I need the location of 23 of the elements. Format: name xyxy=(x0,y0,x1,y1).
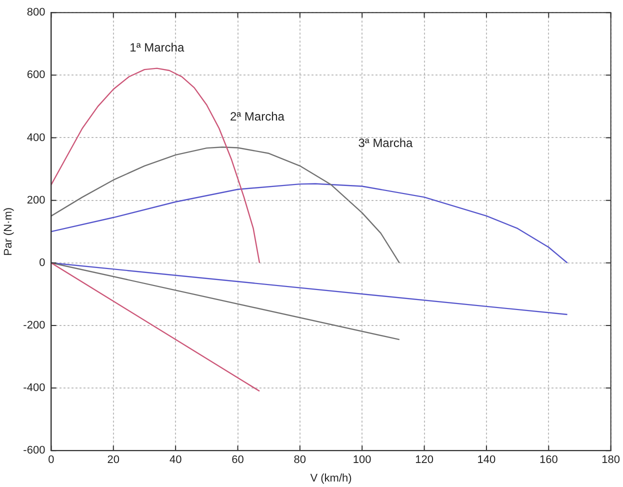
x-tick-label: 80 xyxy=(294,454,306,466)
y-tick-label: 200 xyxy=(26,194,46,206)
x-tick-label: 140 xyxy=(477,454,496,466)
x-axis-title: V (km/h) xyxy=(310,472,352,484)
x-tick-label: 60 xyxy=(232,454,244,466)
y-tick-label: -400 xyxy=(23,382,46,394)
annotation: 3ª Marcha xyxy=(358,136,414,150)
x-tick-label: 160 xyxy=(539,454,558,466)
y-axis-title: Par (N·m) xyxy=(2,207,15,256)
y-tick-label: -600 xyxy=(23,444,46,457)
x-tick-label: 120 xyxy=(415,454,434,466)
x-tick-label: 180 xyxy=(602,454,620,466)
x-tick-label: 20 xyxy=(107,454,120,466)
y-tick-label: 400 xyxy=(26,132,46,144)
annotation: 1ª Marcha xyxy=(130,40,184,55)
annotation: 2ª Marcha xyxy=(230,109,285,124)
x-tick-label: 40 xyxy=(169,454,182,466)
x-tick-label: 0 xyxy=(48,454,54,466)
y-tick-label: 800 xyxy=(26,6,46,19)
x-tick-label: 100 xyxy=(352,454,372,466)
y-tick-label: 0 xyxy=(39,256,46,269)
y-tick-label: 600 xyxy=(26,69,46,82)
y-tick-label: -200 xyxy=(23,319,46,332)
